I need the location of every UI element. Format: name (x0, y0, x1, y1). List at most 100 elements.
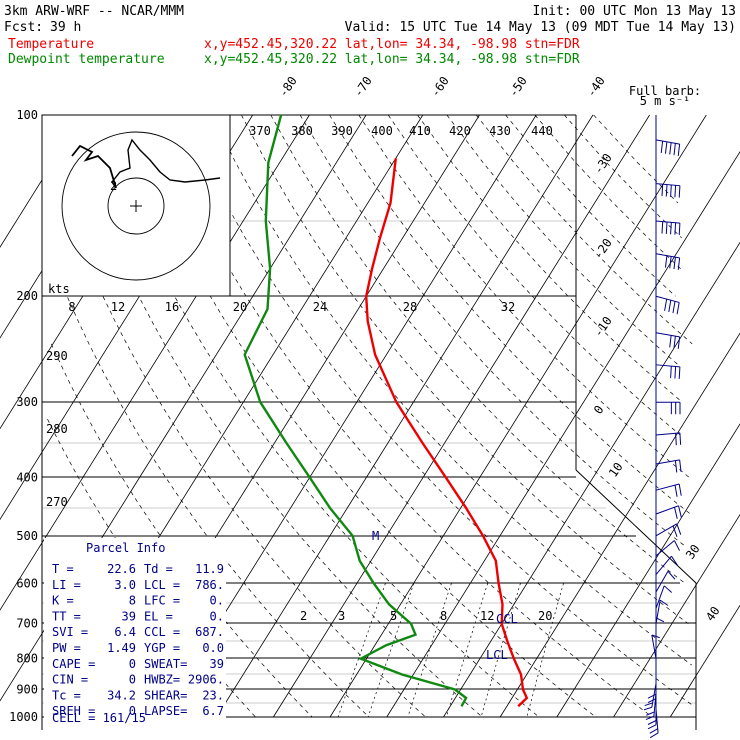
dry-adiabat-line (505, 114, 676, 297)
mixing-ratio-label: 20 (538, 609, 552, 623)
isotherm-label: -30 (591, 151, 615, 177)
dry-adiabat-line (241, 114, 689, 624)
valid-time: Valid: 15 UTC Tue 14 May 13 (09 MDT Tue … (345, 20, 736, 35)
parcel-key: Tc = (52, 688, 81, 702)
pressure-label: 900 (16, 682, 38, 696)
parcel-value: 6.7 (202, 704, 224, 718)
parcel-value: 786. (195, 578, 224, 592)
pressure-label: 300 (16, 395, 38, 409)
isotherm-label: -80 (276, 74, 300, 100)
parcel-key: TT = (52, 609, 81, 623)
parcel-value: 8 (129, 594, 136, 608)
parcel-value: 23. (202, 688, 224, 702)
forecast-label: Fcst: (4, 20, 43, 35)
dry-adiabat-line (475, 114, 693, 345)
parcel-key: K = (52, 594, 74, 608)
wind-barb (655, 183, 681, 198)
speed-label: 8 (68, 300, 75, 314)
wind-barb (651, 634, 660, 659)
hodograph-point-label: 2 (110, 179, 117, 193)
parcel-key: LAPSE= (144, 704, 187, 718)
wind-barb (643, 683, 657, 711)
wind-barb (655, 483, 682, 497)
parcel-key: YGP = (144, 641, 180, 655)
hodograph-ring-inner (107, 177, 165, 235)
isotherm-line (613, 513, 740, 718)
hodograph-trace-tail (71, 144, 117, 189)
wind-barb (656, 401, 681, 415)
isotherm-label: -10 (591, 314, 615, 340)
dry-adiabat-line (182, 114, 695, 707)
theta-label: 400 (371, 124, 393, 138)
parcel-value: 1.49 (107, 641, 136, 655)
theta-side-label: 290 (46, 349, 68, 363)
parcel-key: CIN = (52, 673, 88, 687)
isotherm-label: 30 (683, 542, 703, 562)
wind-barb (655, 540, 680, 557)
theta-label: 410 (409, 124, 431, 138)
hodograph-units: kts (48, 282, 70, 296)
init-time: Init: 00 UTC Mon 13 May 13 (533, 4, 737, 19)
legend-dewpoint: Dewpoint temperature (8, 52, 165, 67)
isotherm-label: 40 (703, 604, 723, 624)
dry-adiabat-line (49, 162, 426, 718)
wind-barb (655, 139, 681, 157)
wind-barb (655, 505, 682, 519)
dry-adiabat-line (153, 114, 653, 718)
theta-label: 380 (291, 124, 313, 138)
temperature-curve (364, 158, 529, 708)
pressure-label: 800 (16, 652, 38, 666)
pressure-label: 500 (16, 529, 38, 543)
parcel-value: 0 (129, 673, 136, 687)
wind-barb (655, 585, 673, 609)
parcel-info-box: Parcel Info T = 22.6 Td = 11.9 LI = 3.0 LCL = 7… (44, 538, 226, 726)
pressure-label: 700 (16, 617, 38, 631)
parcel-value: 0. (210, 594, 224, 608)
dry-adiabat-line (446, 114, 679, 366)
isotherm-line (499, 332, 740, 718)
parcel-key: LI = (52, 578, 81, 592)
barb-legend-line1: Full barb: (629, 84, 701, 98)
speed-label: 16 (165, 300, 179, 314)
model-title: 3km ARW-WRF -- NCAR/MMM (4, 4, 184, 19)
dry-adiabat-line (417, 114, 683, 403)
wind-barb (655, 332, 681, 349)
barb-legend-line2: 5 m s⁻¹ (640, 94, 691, 108)
wind-barb (655, 555, 678, 575)
wind-barb (655, 432, 682, 446)
legend-dewpoint-coords: x,y=452.45,320.22 lat,lon= 34.34, -98.98… (204, 52, 580, 67)
wind-barb (655, 523, 682, 538)
wind-barb (655, 364, 681, 379)
parcel-value: 2906. (188, 673, 224, 687)
isotherm-line (443, 241, 740, 718)
parcel-value: 3.0 (114, 578, 136, 592)
theta-label: 440 (531, 124, 553, 138)
isotherm-label: -70 (351, 74, 375, 100)
wind-barb (655, 253, 681, 270)
dry-adiabat-line (534, 114, 681, 269)
wind-barb (649, 708, 659, 739)
pressure-label: 100 (16, 108, 38, 122)
parcel-value: 0 (129, 657, 136, 671)
wind-barb (655, 220, 681, 236)
hodograph-trace (111, 138, 221, 189)
parcel-key: LFC = (144, 594, 180, 608)
isotherm-line (0, 114, 310, 611)
theta-label: 370 (249, 124, 271, 138)
dry-adiabat-line (299, 114, 686, 547)
legend-temperature-coords: x,y=452.45,320.22 lat,lon= 34.34, -98.98… (204, 37, 580, 52)
pressure-label: 200 (16, 289, 38, 303)
isotherm-line (329, 114, 707, 718)
legend-temperature: Temperature (8, 37, 94, 52)
marker-lcl: LCL (486, 648, 508, 662)
speed-label: 12 (111, 300, 125, 314)
dry-adiabat-line (358, 114, 690, 478)
dry-adiabat-line (593, 114, 679, 204)
isotherm-line (0, 114, 83, 248)
parcel-value: 22.6 (107, 562, 136, 576)
parcel-key: PW = (52, 641, 81, 655)
parcel-key: CCL = (144, 625, 180, 639)
isotherm-label: 10 (606, 460, 626, 480)
theta-side-label: 270 (46, 495, 68, 509)
